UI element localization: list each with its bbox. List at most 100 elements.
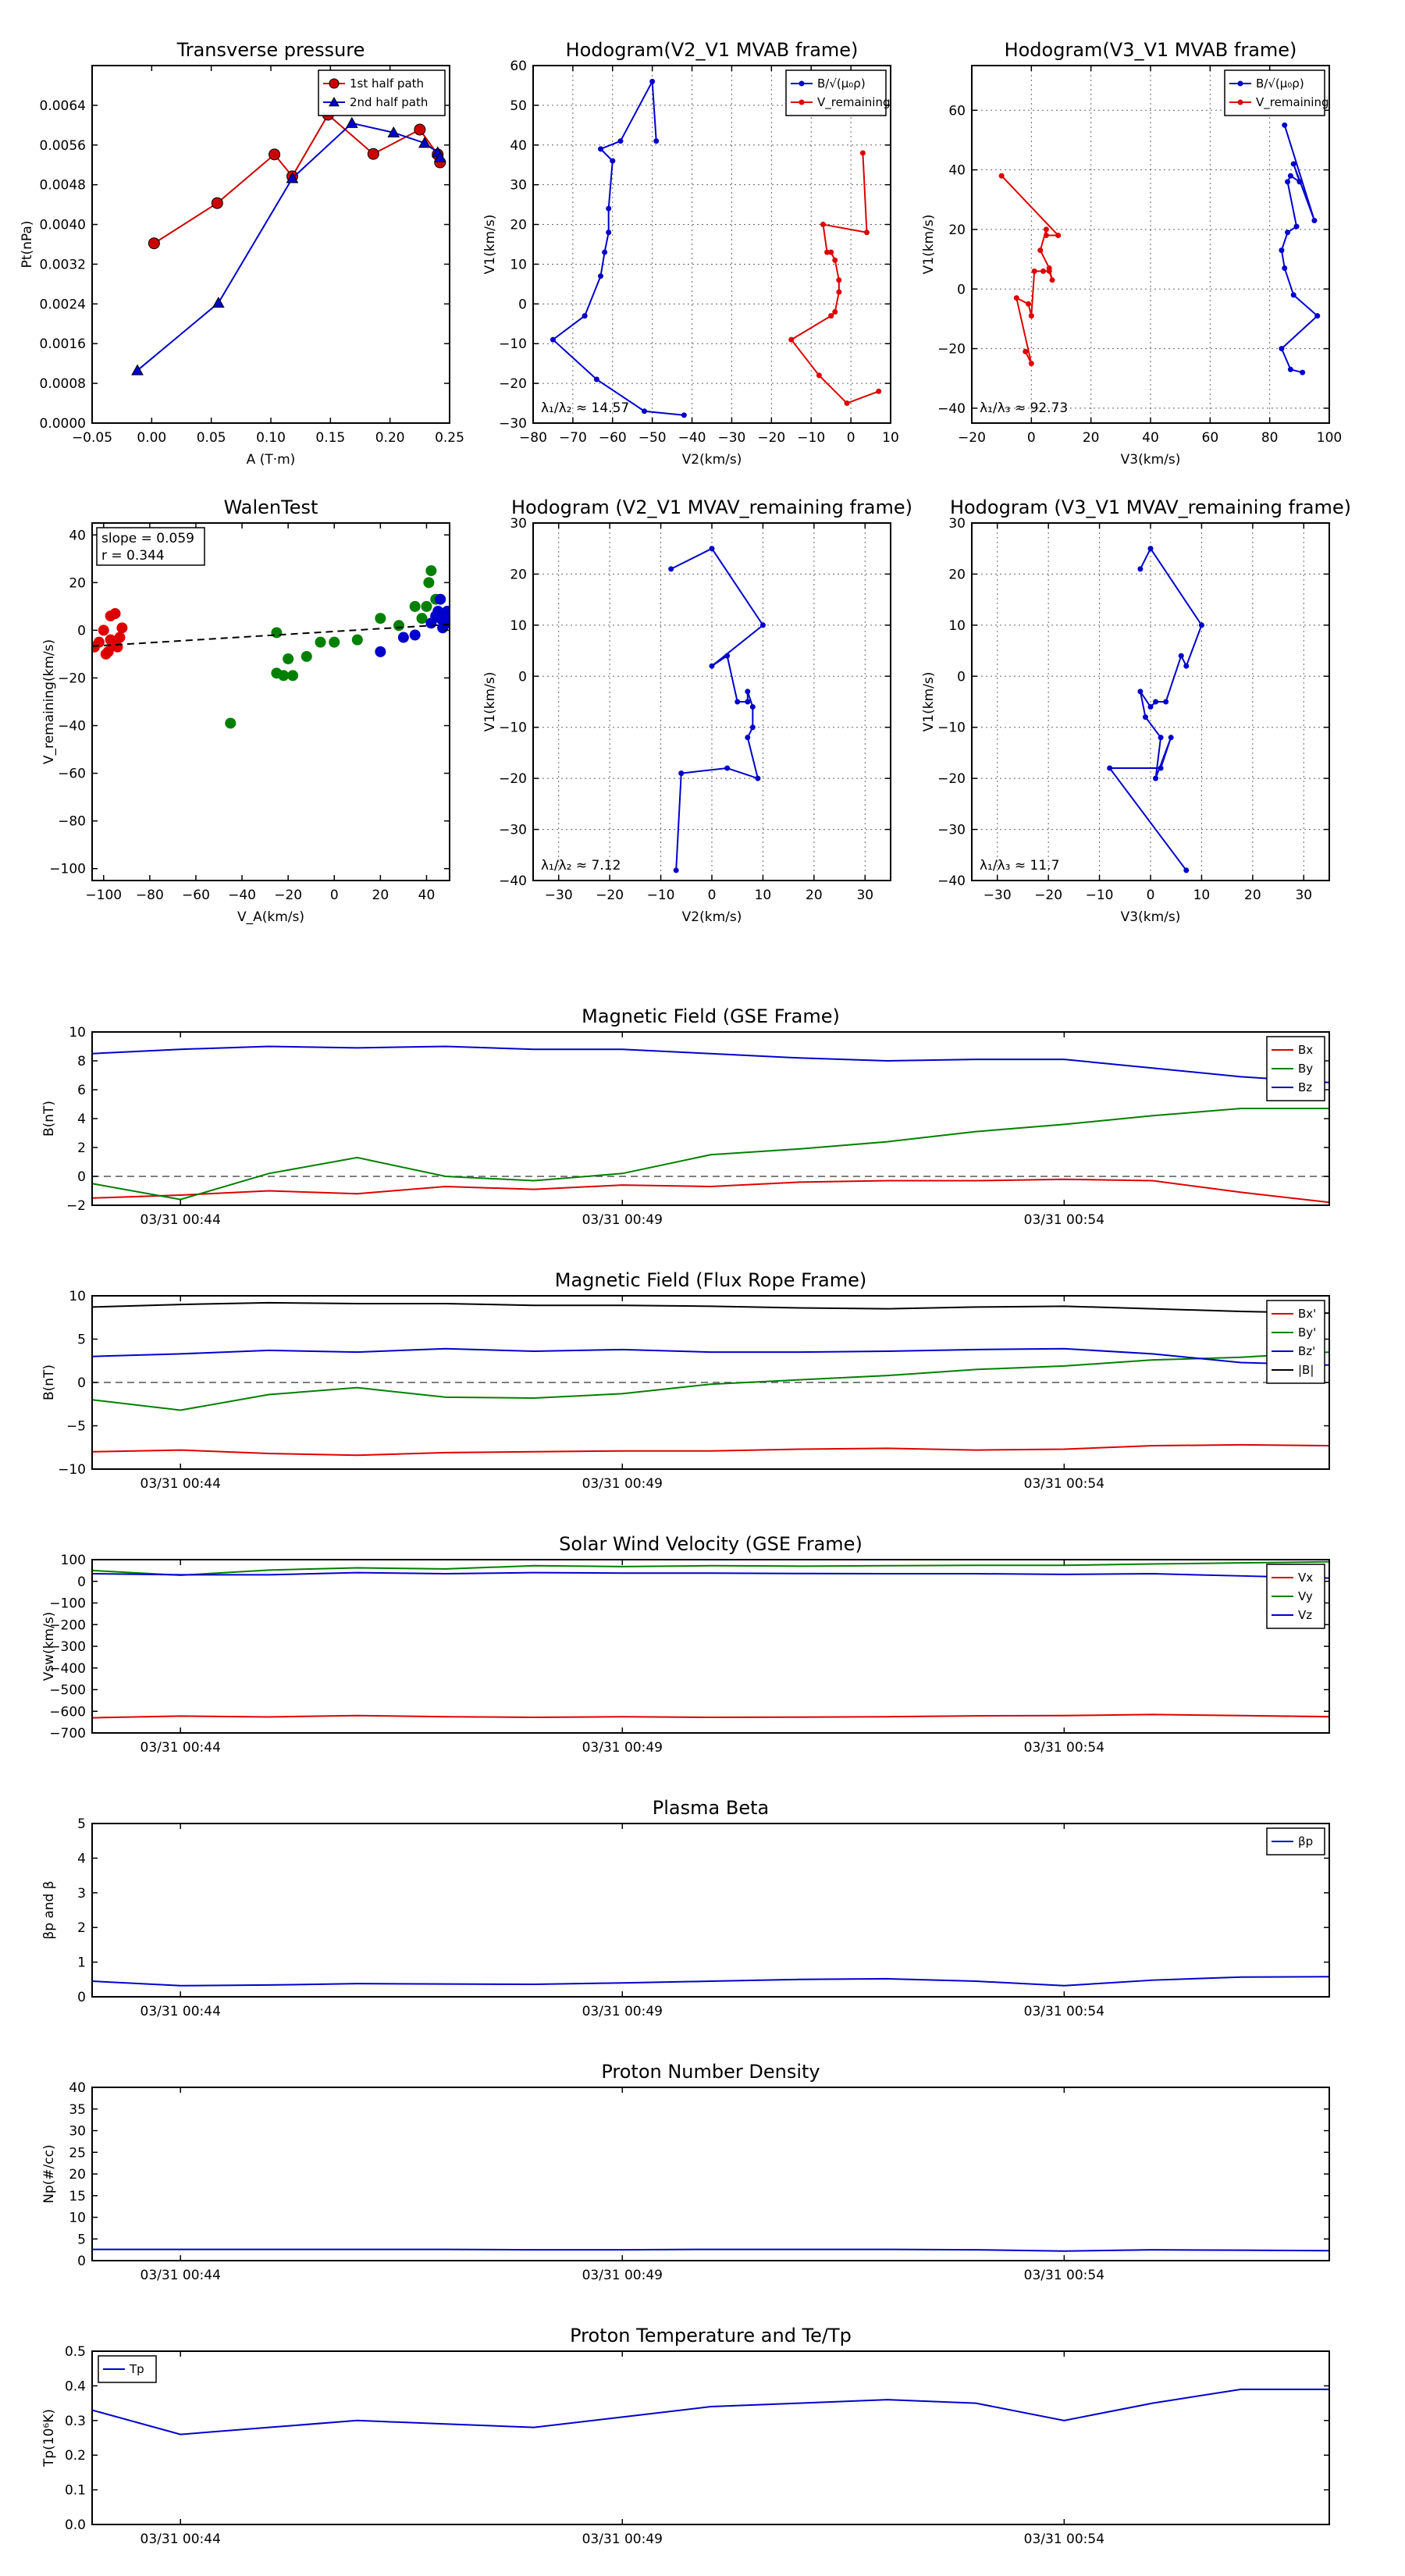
- data-point: [98, 624, 109, 636]
- chart-np: 03/31 00:44 03/31 00:49 03/31 00:54 0 5 10 15 2…: [41, 2061, 1330, 2283]
- y-tick-label: 10: [69, 1289, 86, 1304]
- y-axis-label: B(nT): [41, 1364, 57, 1400]
- x-tick-label: −30: [717, 430, 745, 446]
- y-tick-label: −20: [937, 342, 966, 358]
- series-line-1: [92, 1560, 1329, 1576]
- data-point: [271, 627, 283, 639]
- x-tick-label: −20: [274, 888, 302, 903]
- data-point: [414, 123, 426, 136]
- legend-label: Bx: [1298, 1043, 1313, 1057]
- data-point: [745, 699, 751, 705]
- x-tick-label: 0.00: [137, 430, 166, 446]
- data-point: [283, 653, 294, 665]
- chart-walen: −100 −80 −60 −40 −20 0 20 40 −100 −80 −60 −40 −20 0 20…: [41, 496, 450, 925]
- y-tick-label: −40: [499, 873, 527, 889]
- data-point: [606, 229, 612, 236]
- plot-data: [131, 109, 446, 375]
- data-point: [709, 546, 715, 552]
- y-tick-label: −20: [937, 771, 966, 787]
- legend-label: 2nd half path: [350, 95, 428, 109]
- x-tick-label: 03/31 00:49: [582, 1740, 663, 1756]
- x-tick-label: −30: [545, 888, 573, 903]
- x-tick-label: 100: [1317, 430, 1342, 446]
- plot-data: [998, 122, 1321, 375]
- series-line-2: [92, 1045, 1329, 1083]
- data-point: [1300, 369, 1306, 375]
- x-tick-label: 20: [1083, 430, 1100, 446]
- x-tick-label: 03/31 00:54: [1024, 1212, 1104, 1228]
- data-point: [1290, 292, 1297, 298]
- axes-frame: [91, 1823, 1330, 1998]
- data-point: [836, 289, 842, 295]
- data-point: [673, 867, 679, 873]
- data-point: [1311, 217, 1318, 223]
- data-point: [1137, 688, 1144, 695]
- data-point: [1037, 247, 1044, 254]
- annotation-box: [96, 527, 205, 566]
- y-tick-label: 4: [77, 1851, 86, 1866]
- chart-title: Magnetic Field (Flux Rope Frame): [555, 1269, 866, 1291]
- data-point: [1297, 179, 1303, 185]
- legend-marker: [799, 80, 805, 87]
- legend-label: Vz: [1298, 1608, 1312, 1622]
- series-line-0: [92, 1178, 1329, 1204]
- x-tick-label: 0: [1027, 430, 1036, 446]
- data-point: [315, 636, 326, 648]
- x-axis-label: A (T·m): [247, 452, 296, 468]
- x-axis-label: V_A(km/s): [237, 909, 304, 925]
- y-tick-label: 3: [77, 1886, 86, 1902]
- data-point: [131, 364, 144, 375]
- x-tick-label: 03/31 00:44: [140, 2004, 221, 2019]
- data-point: [735, 699, 741, 705]
- data-point: [397, 632, 409, 643]
- y-tick-label: 0.0056: [40, 138, 86, 154]
- y-tick-label: 0: [518, 669, 527, 685]
- plot-data: [92, 2388, 1329, 2435]
- y-tick-label: 8: [77, 1054, 86, 1069]
- data-point: [1137, 566, 1144, 572]
- data-point: [844, 400, 850, 407]
- data-point: [345, 116, 358, 128]
- data-point: [668, 566, 674, 572]
- y-tick-label: −30: [499, 416, 527, 432]
- data-point: [1031, 268, 1037, 274]
- y-tick-label: −200: [49, 1617, 86, 1633]
- x-tick-label: −40: [228, 888, 256, 903]
- plot-data: [92, 2248, 1329, 2252]
- x-tick-label: −40: [678, 430, 706, 446]
- data-point: [421, 600, 432, 612]
- y-tick-label: 6: [77, 1083, 86, 1098]
- y-tick-label: 10: [69, 2211, 86, 2226]
- data-point: [1314, 313, 1321, 319]
- y-axis-label: Np(#/cc): [41, 2144, 57, 2203]
- data-point: [1023, 348, 1029, 354]
- y-tick-label: 60: [510, 59, 527, 74]
- data-point: [649, 78, 656, 84]
- data-point: [409, 629, 421, 641]
- legend-marker: [799, 99, 805, 105]
- data-point: [1107, 765, 1113, 771]
- legend-label: Tp: [129, 2362, 144, 2376]
- chart-h3: −30 −20 −10 0 10 20 30−40−30−20−100102030Hodog…: [482, 496, 912, 925]
- y-tick-label: 0.1: [65, 2483, 86, 2499]
- data-point: [1282, 265, 1288, 272]
- data-point: [114, 632, 126, 643]
- legend-label: By': [1298, 1325, 1316, 1340]
- y-tick-label: −300: [49, 1639, 86, 1655]
- x-tick-label: 20: [1244, 888, 1261, 903]
- data-point: [681, 412, 687, 418]
- y-tick-label: 0: [957, 669, 966, 685]
- data-point: [863, 229, 870, 236]
- y-tick-label: 10: [510, 618, 527, 634]
- x-tick-label: −60: [599, 430, 627, 446]
- data-point: [1026, 301, 1032, 307]
- data-point: [824, 249, 831, 255]
- data-point: [755, 775, 761, 781]
- legend-marker: [329, 96, 340, 107]
- plot-data: [1107, 546, 1204, 873]
- y-tick-label: 1: [77, 1955, 86, 1971]
- legend-box: [318, 69, 446, 116]
- y-tick-label: 0.2: [65, 2448, 86, 2464]
- y-axis-label: Tp(10⁶K): [41, 2409, 57, 2467]
